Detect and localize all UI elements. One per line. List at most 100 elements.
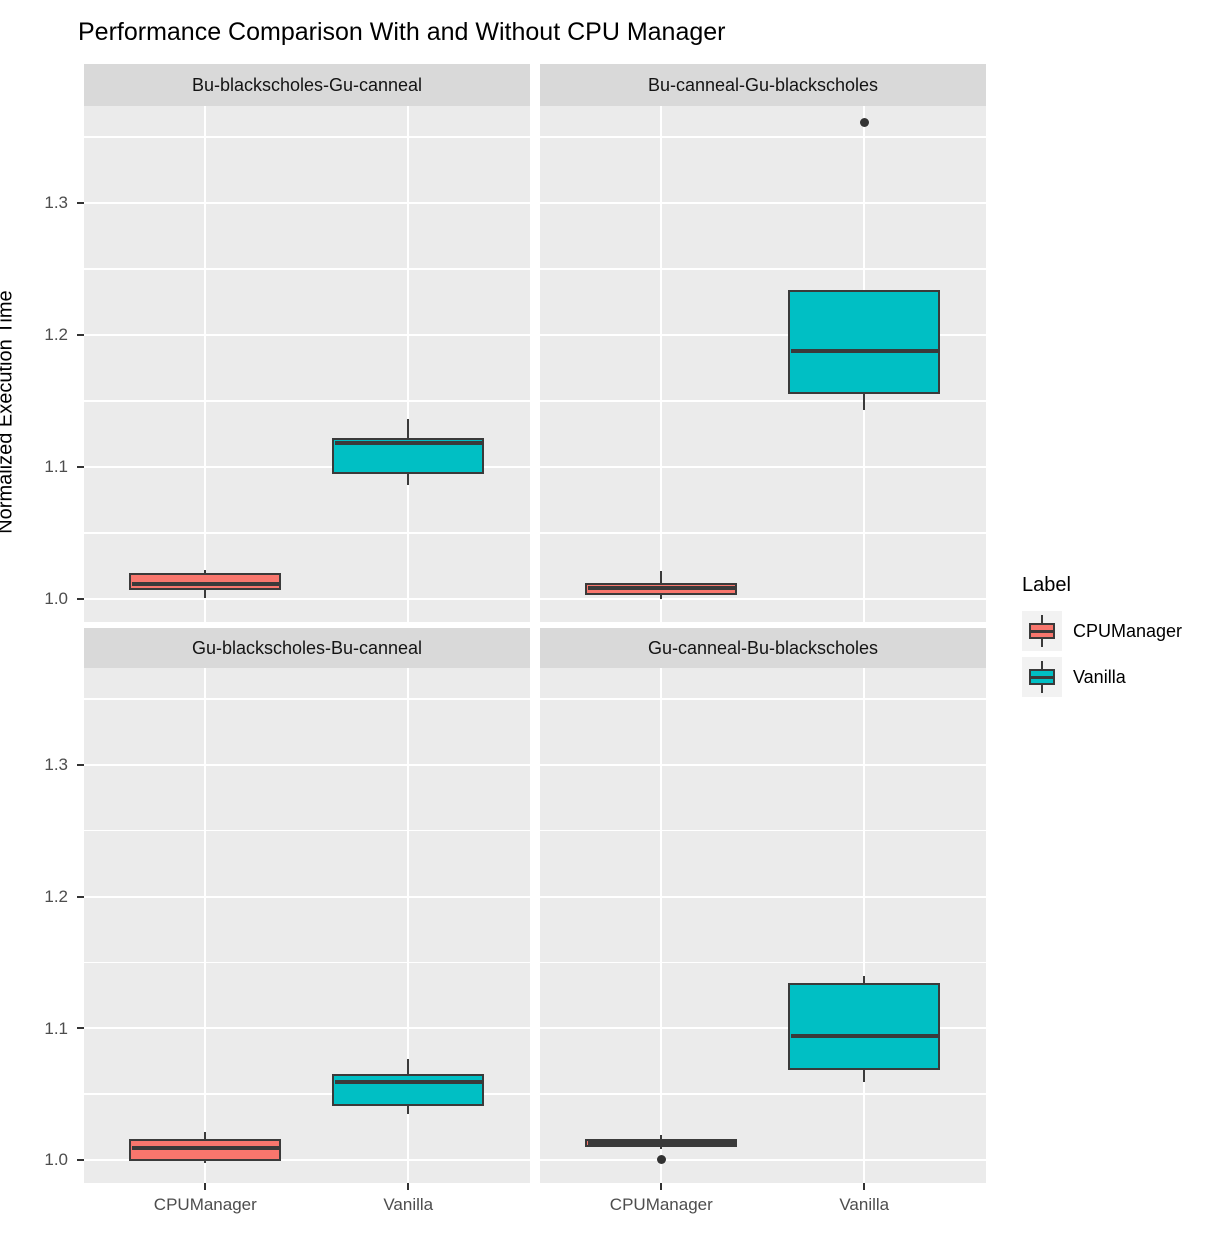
category-gridline bbox=[204, 106, 207, 622]
major-gridline bbox=[540, 1027, 986, 1030]
facet-strip-label: Bu-canneal-Gu-blackscholes bbox=[647, 74, 879, 95]
y-tick-mark bbox=[77, 333, 84, 336]
minor-gridline bbox=[540, 698, 986, 700]
minor-gridline bbox=[84, 961, 530, 964]
x-tick-mark bbox=[660, 1183, 663, 1190]
minor-gridline bbox=[540, 136, 986, 138]
minor-gridline bbox=[540, 829, 986, 832]
y-tick-mark bbox=[77, 763, 84, 766]
facet-strip-label: Gu-canneal-Bu-blackscholes bbox=[647, 637, 879, 658]
x-tick-label: Vanilla bbox=[383, 1195, 434, 1214]
y-tick-label: 1.1 bbox=[44, 1018, 68, 1038]
major-gridline bbox=[84, 333, 530, 336]
x-tick-label: CPUManager bbox=[153, 1195, 257, 1214]
facet-strip-label: Bu-blackscholes-Gu-canneal bbox=[191, 74, 423, 95]
y-tick-label: 1.2 bbox=[44, 325, 68, 345]
major-gridline bbox=[540, 597, 986, 600]
major-gridline bbox=[84, 895, 530, 898]
major-gridline bbox=[84, 1027, 530, 1030]
y-tick-label: 1.0 bbox=[44, 589, 68, 609]
major-gridline bbox=[540, 763, 986, 766]
category-gridline bbox=[407, 106, 410, 622]
y-tick-mark bbox=[77, 201, 84, 204]
y-axis-title: Normalized Execution Time bbox=[0, 290, 17, 534]
legend-entry-vanilla: Vanilla bbox=[1022, 657, 1182, 697]
minor-gridline bbox=[540, 268, 986, 270]
median-line bbox=[334, 441, 482, 446]
facet-strip: Bu-blackscholes-Gu-canneal bbox=[84, 64, 530, 106]
y-tick-mark bbox=[77, 597, 84, 600]
boxplot-key-icon bbox=[1022, 611, 1062, 651]
major-gridline bbox=[540, 1158, 986, 1161]
y-tick-label: 1.2 bbox=[44, 887, 68, 907]
box-cpumanager bbox=[129, 572, 282, 590]
facet-strip: Bu-canneal-Gu-blackscholes bbox=[540, 64, 986, 106]
box-vanilla bbox=[788, 290, 941, 395]
major-gridline bbox=[84, 1158, 530, 1161]
legend-label: CPUManager bbox=[1073, 620, 1183, 641]
major-gridline bbox=[540, 333, 986, 336]
minor-gridline bbox=[84, 1093, 530, 1095]
minor-gridline bbox=[84, 268, 530, 270]
major-gridline bbox=[84, 597, 530, 600]
box-vanilla bbox=[788, 983, 941, 1071]
outlier-point bbox=[859, 117, 869, 127]
legend-title: Label bbox=[1022, 574, 1071, 596]
category-gridline bbox=[660, 668, 663, 1183]
category-gridline bbox=[204, 668, 207, 1183]
facet-panel bbox=[540, 106, 986, 622]
median-line bbox=[587, 1140, 735, 1145]
y-tick-mark bbox=[77, 1158, 84, 1161]
legend-entry-cpumanager: CPUManager bbox=[1022, 611, 1182, 651]
y-tick-label: 1.1 bbox=[44, 457, 68, 477]
major-gridline bbox=[84, 763, 530, 766]
minor-gridline bbox=[540, 961, 986, 964]
box-vanilla bbox=[332, 1074, 485, 1106]
x-tick-mark bbox=[204, 1183, 207, 1190]
median-line bbox=[587, 586, 735, 591]
y-tick-mark bbox=[77, 465, 84, 468]
minor-gridline bbox=[540, 1093, 986, 1095]
minor-gridline bbox=[84, 136, 530, 138]
category-gridline bbox=[863, 668, 866, 1183]
boxplot-key-icon bbox=[1022, 657, 1062, 697]
legend: Label CPUManager Vanilla bbox=[1022, 574, 1182, 703]
minor-gridline bbox=[540, 400, 986, 402]
facet-panel bbox=[540, 668, 986, 1183]
minor-gridline bbox=[84, 829, 530, 832]
y-tick-mark bbox=[77, 895, 84, 898]
minor-gridline bbox=[84, 698, 530, 700]
key-median-line bbox=[1029, 629, 1055, 633]
median-line bbox=[131, 582, 279, 587]
y-tick-label: 1.0 bbox=[44, 1150, 68, 1170]
median-line bbox=[790, 1034, 938, 1039]
major-gridline bbox=[540, 465, 986, 468]
facet-strip: Gu-canneal-Bu-blackscholes bbox=[540, 628, 986, 668]
legend-label: Vanilla bbox=[1073, 666, 1126, 687]
median-line bbox=[131, 1146, 279, 1151]
category-gridline bbox=[407, 668, 410, 1183]
facet-panel bbox=[84, 106, 530, 622]
y-tick-mark bbox=[77, 1027, 84, 1030]
x-tick-mark bbox=[863, 1183, 866, 1190]
minor-gridline bbox=[84, 532, 530, 534]
minor-gridline bbox=[84, 400, 530, 402]
x-tick-label: CPUManager bbox=[609, 1195, 713, 1214]
x-tick-label: Vanilla bbox=[839, 1195, 890, 1214]
y-tick-label: 1.3 bbox=[44, 755, 68, 775]
y-tick-label: 1.3 bbox=[44, 193, 68, 213]
facet-strip-label: Gu-blackscholes-Bu-canneal bbox=[191, 637, 423, 658]
major-gridline bbox=[84, 201, 530, 204]
facet-strip: Gu-blackscholes-Bu-canneal bbox=[84, 628, 530, 668]
major-gridline bbox=[84, 465, 530, 468]
major-gridline bbox=[540, 895, 986, 898]
category-gridline bbox=[660, 106, 663, 622]
facet-panel bbox=[84, 668, 530, 1183]
x-tick-mark bbox=[407, 1183, 410, 1190]
plot-title: Performance Comparison With and Without … bbox=[78, 18, 726, 46]
median-line bbox=[790, 348, 938, 353]
median-line bbox=[334, 1080, 482, 1085]
key-median-line bbox=[1029, 675, 1055, 679]
outlier-point bbox=[656, 1155, 666, 1165]
